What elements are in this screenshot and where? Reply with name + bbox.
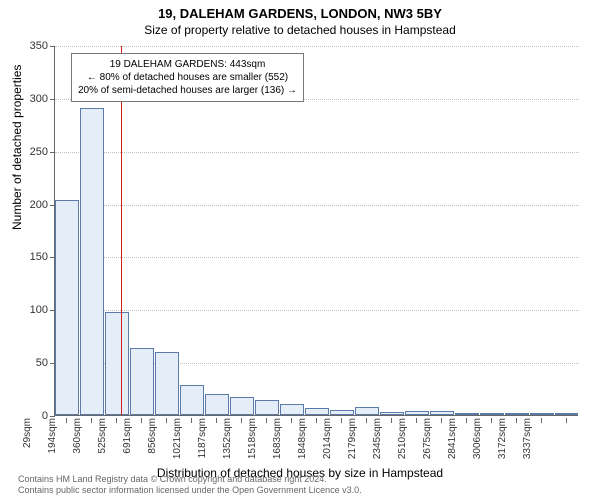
- footer-line2: Contains public sector information licen…: [18, 485, 362, 496]
- y-tick-label: 50: [36, 357, 48, 369]
- x-tick: [166, 418, 167, 423]
- x-tick-label: 3337sqm: [522, 418, 533, 466]
- histogram-bar: [130, 348, 154, 415]
- histogram-bar: [280, 404, 304, 415]
- footer-attribution: Contains HM Land Registry data © Crown c…: [18, 474, 362, 496]
- x-tick: [291, 418, 292, 423]
- annotation-line1: 19 DALEHAM GARDENS: 443sqm: [78, 58, 297, 71]
- y-tick-label: 350: [30, 40, 48, 52]
- footer-line1: Contains HM Land Registry data © Crown c…: [18, 474, 362, 485]
- x-tick-label: 194sqm: [47, 418, 58, 466]
- x-tick-label: 29sqm: [22, 418, 33, 466]
- x-tick-label: 1187sqm: [197, 418, 208, 466]
- x-tick: [116, 418, 117, 423]
- x-tick: [266, 418, 267, 423]
- y-axis-title: Number of detached properties: [10, 65, 24, 230]
- x-tick: [91, 418, 92, 423]
- y-tick: [50, 416, 55, 417]
- x-tick-label: 2841sqm: [447, 418, 458, 466]
- page-title-line2: Size of property relative to detached ho…: [0, 21, 600, 37]
- y-tick-label: 200: [30, 199, 48, 211]
- x-tick: [191, 418, 192, 423]
- x-tick: [566, 418, 567, 423]
- gridline: [55, 205, 579, 206]
- x-tick: [366, 418, 367, 423]
- histogram-bar: [530, 413, 554, 415]
- histogram-bar: [255, 400, 279, 415]
- y-tick-label: 250: [30, 146, 48, 158]
- x-tick-label: 1021sqm: [172, 418, 183, 466]
- x-tick-label: 691sqm: [122, 418, 133, 466]
- x-tick: [141, 418, 142, 423]
- x-tick: [466, 418, 467, 423]
- x-tick-label: 3172sqm: [497, 418, 508, 466]
- histogram-bar: [55, 200, 79, 415]
- x-tick: [216, 418, 217, 423]
- annotation-line2: ← 80% of detached houses are smaller (55…: [78, 71, 297, 84]
- histogram-bar: [155, 352, 179, 415]
- x-tick: [391, 418, 392, 423]
- histogram-bar: [555, 413, 579, 415]
- x-tick: [516, 418, 517, 423]
- x-tick-labels: 29sqm194sqm360sqm525sqm691sqm856sqm1021s…: [54, 418, 578, 458]
- histogram-bar: [180, 385, 204, 415]
- x-tick-label: 360sqm: [72, 418, 83, 466]
- x-tick-label: 856sqm: [147, 418, 158, 466]
- histogram-bar: [355, 407, 379, 415]
- x-tick-label: 1848sqm: [297, 418, 308, 466]
- x-tick-label: 3006sqm: [472, 418, 483, 466]
- y-tick: [50, 205, 55, 206]
- histogram-bar: [430, 411, 454, 415]
- gridline: [55, 310, 579, 311]
- y-tick: [50, 99, 55, 100]
- y-tick: [50, 152, 55, 153]
- x-tick: [416, 418, 417, 423]
- gridline: [55, 46, 579, 47]
- histogram-bar: [205, 394, 229, 415]
- y-tick: [50, 363, 55, 364]
- histogram-bar: [330, 410, 354, 415]
- histogram-bar: [80, 108, 104, 415]
- x-tick-label: 2510sqm: [397, 418, 408, 466]
- annotation-box: 19 DALEHAM GARDENS: 443sqm ← 80% of deta…: [71, 53, 304, 102]
- histogram-bar: [405, 411, 429, 415]
- histogram-bar: [480, 413, 504, 415]
- x-tick-label: 2014sqm: [322, 418, 333, 466]
- histogram-bar: [105, 312, 129, 415]
- y-tick-label: 150: [30, 251, 48, 263]
- x-tick-label: 2345sqm: [372, 418, 383, 466]
- x-tick: [241, 418, 242, 423]
- page-title-line1: 19, DALEHAM GARDENS, LONDON, NW3 5BY: [0, 0, 600, 21]
- y-tick: [50, 310, 55, 311]
- x-tick-label: 2675sqm: [422, 418, 433, 466]
- gridline: [55, 257, 579, 258]
- y-tick: [50, 257, 55, 258]
- histogram-bar: [380, 412, 404, 415]
- x-tick-label: 1683sqm: [272, 418, 283, 466]
- y-tick-label: 300: [30, 93, 48, 105]
- annotation-line3: 20% of semi-detached houses are larger (…: [78, 84, 297, 97]
- y-tick: [50, 46, 55, 47]
- x-tick-label: 1518sqm: [247, 418, 258, 466]
- histogram-bar: [305, 408, 329, 415]
- x-tick: [441, 418, 442, 423]
- x-tick: [66, 418, 67, 423]
- x-tick-label: 1352sqm: [222, 418, 233, 466]
- x-tick-label: 525sqm: [97, 418, 108, 466]
- gridline: [55, 152, 579, 153]
- x-tick: [316, 418, 317, 423]
- x-tick: [341, 418, 342, 423]
- histogram-bar: [230, 397, 254, 415]
- histogram-bar: [455, 413, 479, 415]
- x-tick: [491, 418, 492, 423]
- y-tick-label: 100: [30, 304, 48, 316]
- x-tick: [541, 418, 542, 423]
- histogram-bar: [505, 413, 529, 415]
- x-tick-label: 2179sqm: [347, 418, 358, 466]
